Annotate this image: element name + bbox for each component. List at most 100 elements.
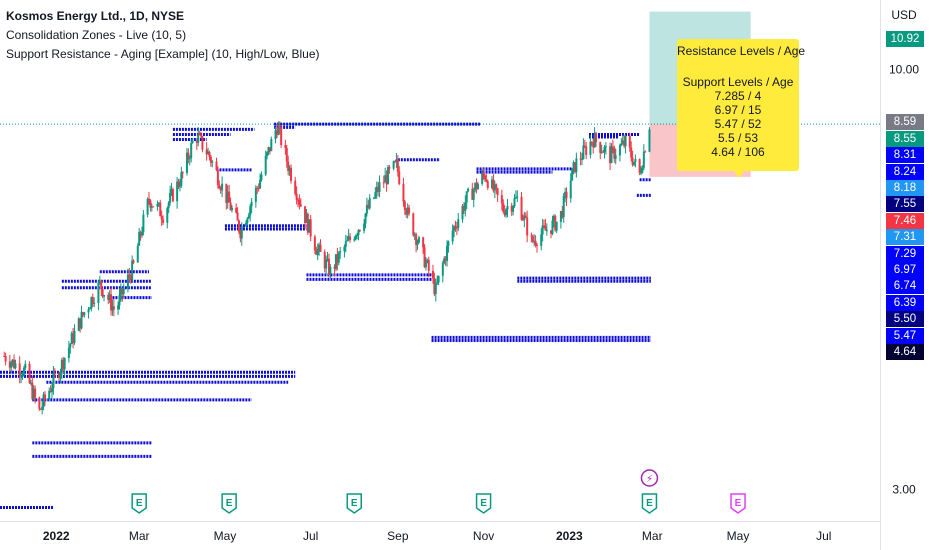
candle-body — [80, 312, 83, 329]
price-tag: 5.47 — [886, 327, 924, 344]
tooltip-support-level: 6.97 / 15 — [714, 103, 762, 117]
candle-body — [367, 205, 370, 209]
price-tag: 7.55 — [886, 196, 924, 213]
candle-body — [160, 216, 163, 220]
candle-body — [378, 182, 381, 192]
earnings-icon[interactable]: E — [730, 493, 746, 514]
candle-body — [631, 157, 634, 165]
legend-title[interactable]: Kosmos Energy Ltd., 1D, NYSE — [6, 9, 185, 23]
candle-body — [239, 231, 242, 239]
y-tick-label: 3.00 — [892, 483, 916, 497]
candle-body — [514, 197, 517, 199]
candle-body — [20, 375, 23, 377]
candle-body — [11, 359, 14, 363]
candle-body — [510, 205, 513, 212]
candle-body — [62, 359, 65, 370]
candle-body — [111, 306, 114, 311]
price-tag: 4.64 — [886, 344, 924, 361]
candle-body — [31, 382, 34, 399]
candle-body — [219, 188, 222, 191]
candle-body — [565, 191, 568, 199]
tooltip-support-level: 5.47 / 52 — [714, 117, 762, 131]
candle-body — [129, 276, 132, 281]
candle-body — [524, 215, 527, 218]
candle-body — [388, 167, 391, 169]
candle-body — [349, 236, 352, 240]
candle-body — [240, 226, 243, 239]
candle-body — [313, 236, 316, 251]
candle-body — [267, 147, 270, 153]
candle-body — [521, 219, 524, 221]
candle-body — [585, 146, 588, 155]
candle-body — [520, 196, 523, 220]
candle-body — [264, 155, 267, 175]
candle-body — [392, 161, 395, 169]
split-icon-shape — [640, 469, 659, 487]
split-dividend-icon[interactable]: ⚡ — [640, 469, 659, 487]
candle-body — [583, 145, 586, 147]
candle-body — [337, 252, 340, 263]
candle-body — [416, 242, 419, 246]
candle-body — [552, 216, 555, 221]
candle-body — [180, 172, 183, 186]
legend-indicator-support-resistance[interactable]: Support Resistance - Aging [Example] (10… — [6, 47, 320, 61]
candle-body — [415, 234, 418, 246]
candle-body — [81, 312, 84, 315]
candle-body — [250, 201, 253, 207]
candle-body — [492, 179, 495, 191]
x-tick-label: Sep — [387, 529, 409, 543]
candle-body — [118, 295, 121, 306]
candle-body — [294, 180, 297, 194]
candle-body — [306, 213, 309, 233]
candle-body — [618, 145, 621, 156]
candle-body — [148, 198, 151, 201]
candle-body — [481, 173, 484, 184]
candle-body — [541, 225, 544, 235]
earnings-icon[interactable]: E — [475, 493, 492, 514]
candle-body — [486, 181, 489, 188]
candle-body — [149, 200, 152, 208]
candle-body — [18, 363, 21, 376]
candle-body — [97, 282, 100, 303]
candle-body — [444, 258, 447, 261]
candle-body — [140, 232, 143, 236]
candle-body — [417, 237, 420, 243]
candle-body — [433, 278, 436, 294]
candle-body — [603, 147, 606, 153]
candle-body — [446, 246, 449, 261]
earnings-icon[interactable]: E — [641, 493, 658, 514]
candle-body — [73, 330, 76, 343]
candle-body — [285, 147, 288, 162]
candle-body — [559, 211, 562, 222]
candle-body — [304, 206, 307, 224]
candle-body — [201, 136, 204, 150]
tooltip-support-heading: Support Levels / Age — [682, 75, 794, 89]
candle-body — [491, 179, 494, 188]
candle-body — [503, 211, 506, 216]
candle-body — [346, 240, 349, 242]
x-tick-label: Mar — [642, 529, 663, 543]
candle-body — [375, 186, 378, 193]
earnings-icon[interactable]: E — [131, 493, 147, 514]
candle-body — [613, 147, 616, 159]
candle-body — [171, 189, 174, 202]
candle-body — [648, 129, 651, 152]
earnings-icon[interactable]: E — [346, 493, 362, 514]
candle-body — [640, 172, 643, 174]
candle-body — [431, 270, 434, 279]
candle-body — [513, 198, 516, 207]
candle-body — [131, 260, 134, 281]
candle-body — [368, 198, 371, 209]
candle-body — [318, 244, 321, 249]
earnings-icon-shape — [730, 493, 746, 514]
x-tick-label: May — [214, 529, 237, 543]
candle-body — [226, 191, 229, 203]
candle-body — [496, 188, 499, 196]
candle-body — [4, 356, 7, 362]
event-icons-layer[interactable]: E E E E E E ⚡ — [131, 469, 746, 514]
earnings-icon[interactable]: E — [221, 493, 237, 514]
legend-indicator-consolidation[interactable]: Consolidation Zones - Live (10, 5) — [6, 28, 187, 42]
x-tick-label: 2022 — [43, 529, 70, 543]
candle-body — [545, 230, 548, 232]
